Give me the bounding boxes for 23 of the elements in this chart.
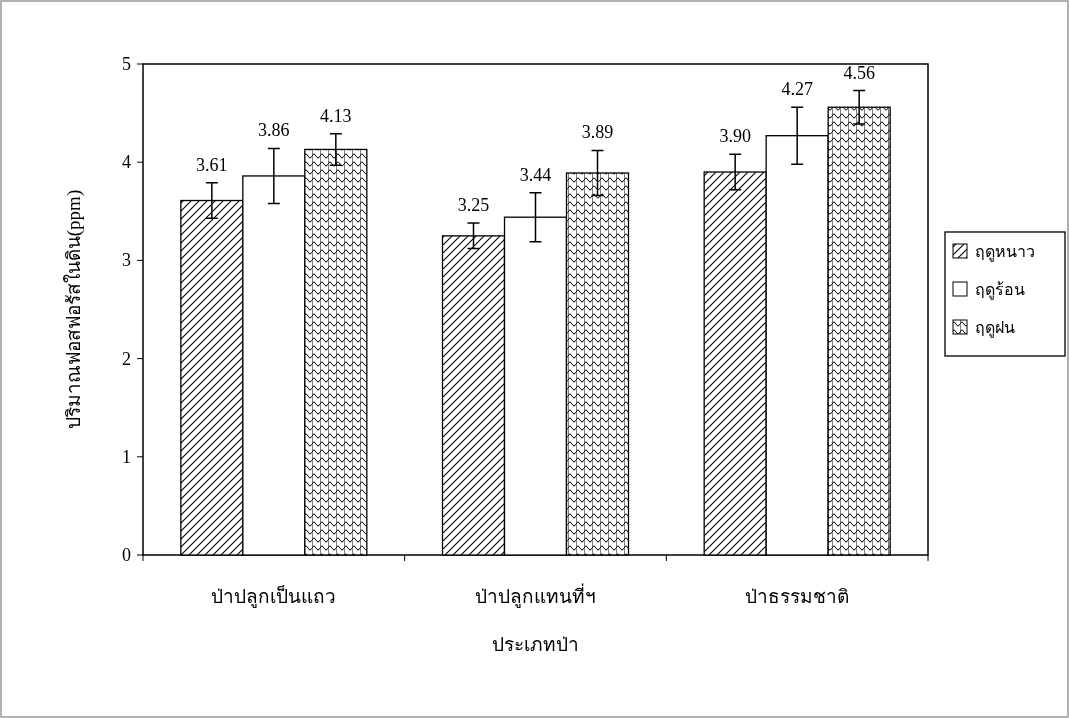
data-label: 3.89	[581, 122, 614, 143]
data-label: 3.86	[258, 120, 290, 141]
data-label: 4.56	[843, 62, 875, 83]
data-label: 3.90	[719, 126, 751, 147]
legend-label: ฤดูร้อน	[975, 281, 1025, 300]
y-axis-title: ปริมาณฟอสฟอรัสในดิน(ppm)	[63, 189, 85, 430]
y-tick-label: 2	[122, 348, 131, 369]
data-label: 4.13	[320, 105, 352, 126]
data-label: 3.25	[457, 195, 490, 216]
y-tick-label: 5	[122, 54, 131, 74]
x-tick-label: ป่าธรรมชาติ	[745, 586, 850, 607]
x-axis-title: ประเภทป่า	[492, 634, 579, 655]
legend-label: ฤดูฝน	[975, 319, 1015, 338]
y-tick-label: 3	[122, 250, 131, 271]
y-tick-label: 4	[122, 152, 131, 173]
y-tick-label: 0	[122, 545, 131, 565]
data-label: 3.44	[519, 164, 552, 185]
data-label: 4.27	[781, 79, 813, 100]
x-tick-label: ป่าปลูกเป็นแถว	[211, 584, 337, 608]
data-label: 3.61	[196, 154, 228, 175]
legend-label: ฤดูหนาว	[975, 243, 1035, 262]
y-tick-label: 1	[122, 446, 131, 467]
x-tick-label: ป่าปลูกแทนที่ฯ	[475, 583, 596, 608]
